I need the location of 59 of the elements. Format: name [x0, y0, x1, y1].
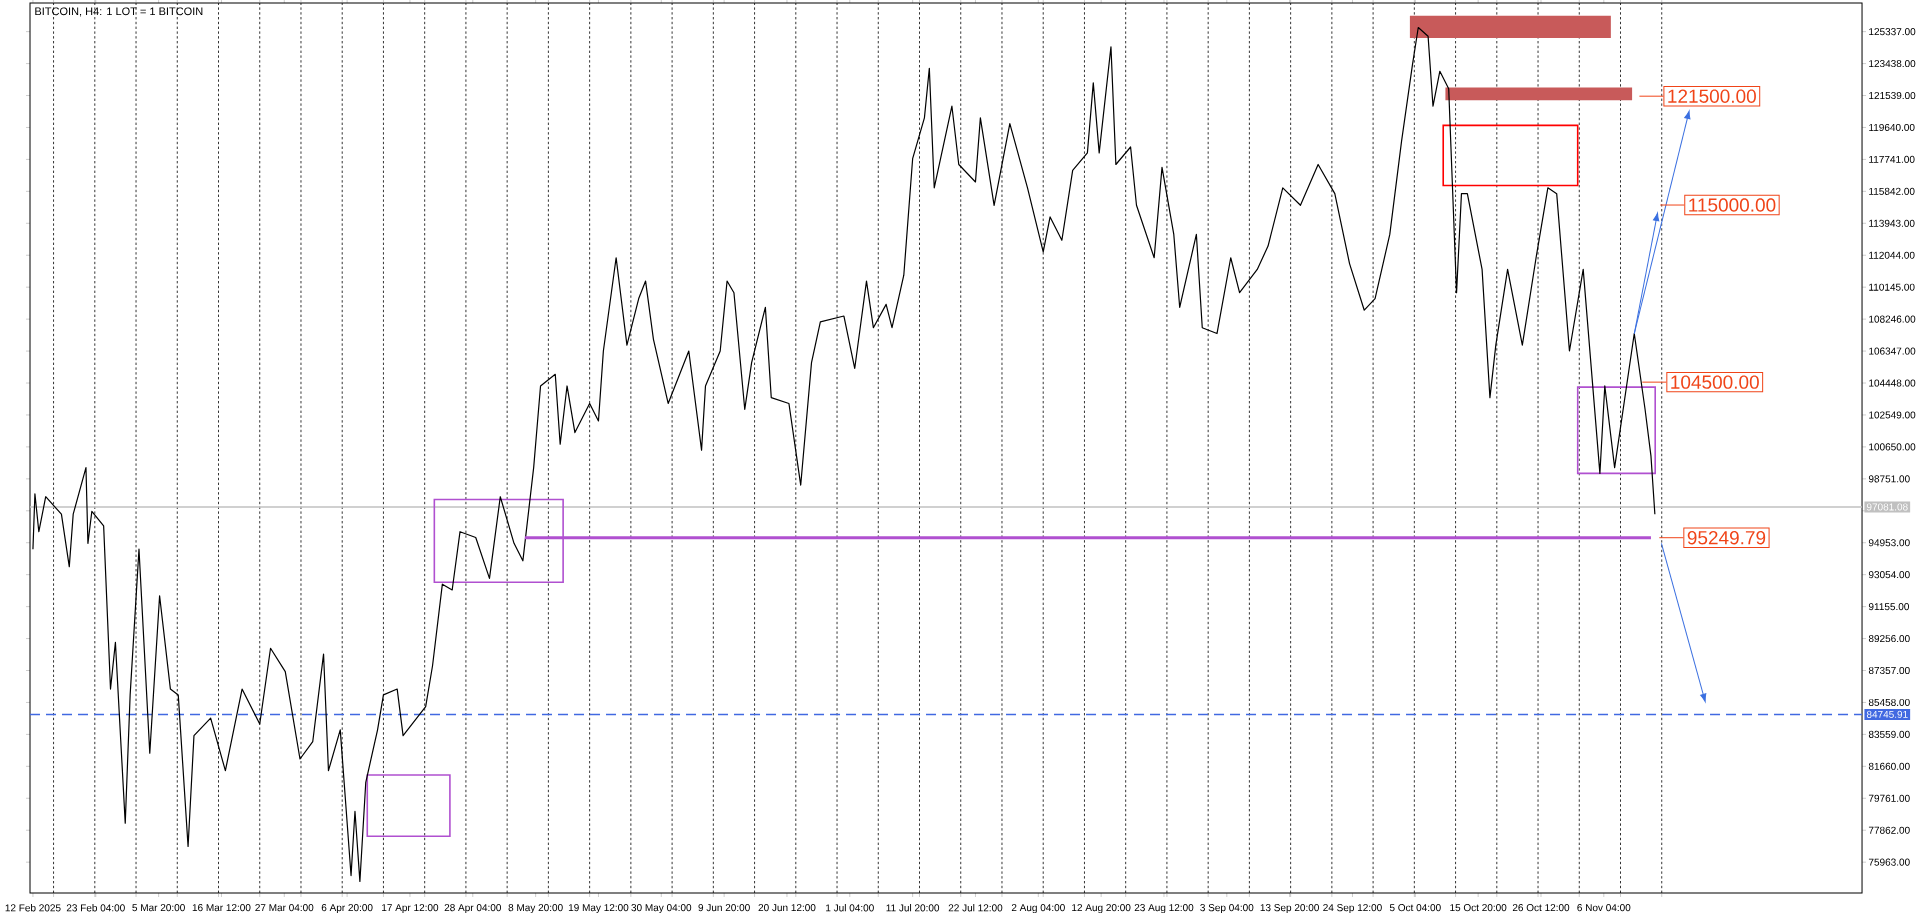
- x-tick-label: 22 Jul 12:00: [948, 904, 1003, 912]
- x-tick-label: 13 Sep 20:00: [1260, 904, 1319, 914]
- y-tick-label: 117741.00: [1869, 155, 1915, 163]
- y-tick-label: 77862.00: [1868, 826, 1910, 834]
- annotation: 115000.00: [1689, 198, 1776, 212]
- y-tick-label: 112044.00: [1869, 251, 1915, 259]
- y-tick-label: 108246.00: [1869, 315, 1916, 323]
- x-tick-label: 2 Aug 04:00: [1011, 904, 1065, 914]
- annotation: 95249.79: [1687, 530, 1766, 545]
- x-tick-label: 24 Sep 12:00: [1323, 904, 1382, 914]
- x-tick-label: 28 Apr 04:00: [444, 904, 502, 914]
- x-tick-label: 23 Aug 12:00: [1134, 904, 1194, 914]
- x-tick-label: 8 May 20:00: [508, 904, 563, 914]
- x-tick-label: 9 Jun 20:00: [698, 904, 750, 912]
- y-tick-label: 110145.00: [1869, 283, 1915, 291]
- ref-line-label: 84745.91: [1866, 710, 1908, 718]
- y-tick-label: 85458.00: [1868, 698, 1910, 706]
- x-tick-label: 1 Jul 04:00: [826, 904, 874, 912]
- ref-line-label: 97081.08: [1866, 503, 1908, 511]
- y-tick-label: 75963.00: [1868, 858, 1910, 866]
- y-tick-label: 115842.00: [1869, 187, 1915, 195]
- y-tick-label: 125337.00: [1869, 28, 1916, 36]
- y-tick-label: 113943.00: [1869, 219, 1915, 227]
- y-tick-label: 123438.00: [1869, 60, 1916, 68]
- x-tick-label: 17 Apr 12:00: [382, 904, 439, 914]
- x-tick-label: 23 Feb 04:00: [66, 904, 125, 912]
- x-tick-label: 12 Aug 20:00: [1072, 904, 1131, 914]
- x-tick-label: 3 Sep 04:00: [1200, 904, 1254, 914]
- y-tick-label: 106347.00: [1869, 347, 1916, 355]
- x-tick-label: 27 Mar 04:00: [255, 904, 314, 912]
- y-tick-label: 121539.00: [1869, 91, 1916, 100]
- y-tick-label: 98751.00: [1868, 475, 1910, 483]
- y-tick-label: 119640.00: [1869, 123, 1915, 131]
- annotation: 104500.00: [1671, 375, 1759, 389]
- x-tick-label: 15 Oct 20:00: [1450, 904, 1507, 912]
- y-tick-label: 104448.00: [1869, 379, 1916, 387]
- x-tick-label: 6 Nov 04:00: [1577, 904, 1631, 912]
- y-tick-label: 83559.00: [1868, 730, 1910, 738]
- y-tick-label: 100650.00: [1869, 443, 1916, 451]
- y-tick-label: 94953.00: [1868, 539, 1910, 547]
- x-tick-label: 19 May 12:00: [568, 904, 629, 914]
- y-tick-label: 81660.00: [1868, 762, 1910, 770]
- y-tick-label: 79761.00: [1868, 794, 1910, 802]
- chart-title: BITCOIN, H4: 1 LOT = 1 BITCOIN: [35, 7, 203, 17]
- x-tick-label: 6 Apr 20:00: [321, 904, 373, 914]
- x-tick-label: 20 Jun 12:00: [758, 904, 816, 912]
- x-tick-label: 5 Oct 04:00: [1389, 904, 1441, 912]
- x-tick-label: 12 Feb 2025: [5, 904, 61, 912]
- y-tick-label: 87357.00: [1868, 666, 1910, 675]
- x-tick-label: 5 Mar 20:00: [132, 904, 185, 912]
- y-tick-label: 89256.00: [1868, 635, 1910, 643]
- x-tick-label: 26 Oct 12:00: [1512, 904, 1570, 912]
- x-tick-label: 30 May 04:00: [631, 904, 692, 914]
- annotation: 121500.00: [1668, 89, 1756, 103]
- y-tick-label: 102549.00: [1869, 411, 1916, 419]
- x-tick-label: 11 Jul 20:00: [886, 904, 940, 912]
- y-tick-label: 91155.00: [1868, 603, 1910, 611]
- y-tick-label: 93054.00: [1868, 571, 1910, 579]
- x-tick-label: 16 Mar 12:00: [192, 904, 251, 912]
